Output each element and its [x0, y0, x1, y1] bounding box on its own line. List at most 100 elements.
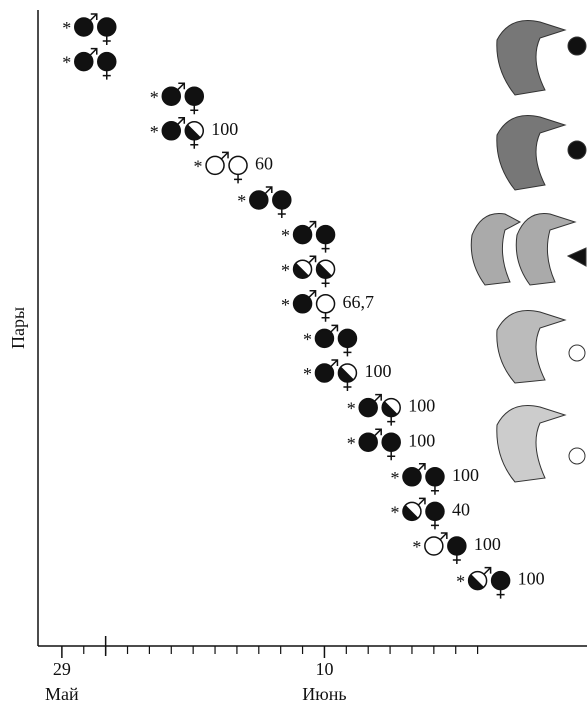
- male-arrow: [265, 187, 272, 194]
- x-tick-label: 29: [53, 659, 71, 679]
- bird-head: [471, 213, 520, 285]
- bird-head: [497, 20, 565, 95]
- pair: * 100: [347, 429, 436, 460]
- pair: *: [62, 14, 116, 45]
- female-cross: [278, 209, 286, 218]
- value-label: 100: [474, 534, 501, 554]
- pair: * 100: [347, 395, 436, 426]
- female: [273, 191, 291, 209]
- value-label: 100: [408, 396, 435, 416]
- male-arrow: [177, 118, 184, 125]
- chart: Пары 29Май10Июнь****100*60****66,7**100*…: [0, 0, 587, 711]
- male-arrow: [330, 325, 337, 332]
- asterisk: *: [281, 226, 290, 246]
- value-label: 100: [452, 465, 479, 485]
- female: [98, 18, 116, 36]
- asterisk: *: [303, 364, 312, 384]
- asterisk: *: [347, 399, 356, 419]
- bird-head: [516, 213, 575, 285]
- female-cross: [190, 140, 198, 149]
- pair: * 100: [412, 533, 501, 564]
- female: [426, 468, 444, 486]
- pair: *: [303, 325, 357, 356]
- asterisk: *: [281, 260, 290, 280]
- male-arrow: [440, 533, 447, 540]
- female-cross: [431, 486, 439, 495]
- value-label: 60: [255, 154, 273, 174]
- y-axis-label: Пары: [8, 307, 28, 349]
- asterisk: *: [347, 433, 356, 453]
- pair: * 60: [194, 152, 273, 183]
- asterisk: *: [456, 572, 465, 592]
- female-cross: [387, 451, 395, 460]
- month-label: Июнь: [302, 684, 346, 704]
- female: [426, 502, 444, 520]
- male-arrow: [309, 291, 316, 298]
- male-arrow: [418, 498, 425, 505]
- female-cross: [190, 105, 198, 114]
- male-arrow: [484, 568, 491, 575]
- asterisk: *: [150, 87, 159, 107]
- asterisk: *: [194, 157, 203, 177]
- female-cross: [431, 520, 439, 529]
- female-cross: [234, 174, 242, 183]
- bird-head: [497, 405, 565, 482]
- female-cross: [387, 417, 395, 426]
- value-label: 66,7: [343, 292, 375, 312]
- asterisk: *: [303, 330, 312, 350]
- female: [98, 53, 116, 71]
- female-cross: [343, 382, 351, 391]
- female: [317, 295, 335, 313]
- female: [317, 226, 335, 244]
- female: [448, 537, 466, 555]
- head-symbol: [569, 345, 585, 361]
- asterisk: *: [62, 18, 71, 38]
- asterisk: *: [390, 503, 399, 523]
- female: [492, 572, 510, 590]
- bird-head: [497, 310, 565, 383]
- asterisk: *: [281, 295, 290, 315]
- female-cross: [322, 313, 330, 322]
- male-arrow: [221, 152, 228, 159]
- female-cross: [497, 590, 505, 599]
- female: [382, 433, 400, 451]
- asterisk: *: [150, 122, 159, 142]
- pair: *: [62, 49, 116, 80]
- pair: * 100: [303, 360, 392, 391]
- asterisk: *: [390, 468, 399, 488]
- male-arrow: [374, 395, 381, 402]
- male-arrow: [374, 429, 381, 436]
- head-symbol: [569, 448, 585, 464]
- male-arrow: [330, 360, 337, 367]
- value-label: 40: [452, 500, 470, 520]
- female-cross: [103, 71, 111, 80]
- female-cross: [322, 244, 330, 253]
- female-cross: [322, 278, 330, 287]
- male-arrow: [90, 14, 97, 21]
- male-arrow: [309, 256, 316, 263]
- male-arrow: [90, 49, 97, 56]
- bird-heads: [471, 20, 586, 482]
- pair: *: [150, 83, 204, 114]
- female-cross: [103, 36, 111, 45]
- bird-head: [497, 115, 565, 190]
- female: [185, 87, 203, 105]
- x-tick-label: 10: [315, 659, 333, 679]
- value-label: 100: [211, 119, 238, 139]
- pair: * 100: [150, 118, 239, 149]
- pair: * 40: [390, 498, 470, 529]
- value-label: 100: [364, 361, 391, 381]
- pair: *: [281, 256, 335, 287]
- head-symbol: [568, 141, 586, 159]
- female: [338, 329, 356, 347]
- pair: *: [237, 187, 290, 218]
- male-arrow: [418, 464, 425, 471]
- female: [229, 156, 247, 174]
- pair: * 100: [390, 464, 479, 495]
- head-symbol: [568, 248, 586, 266]
- asterisk: *: [412, 537, 421, 557]
- value-label: 100: [518, 569, 545, 589]
- female-cross: [453, 555, 461, 564]
- male-arrow: [177, 83, 184, 90]
- value-label: 100: [408, 430, 435, 450]
